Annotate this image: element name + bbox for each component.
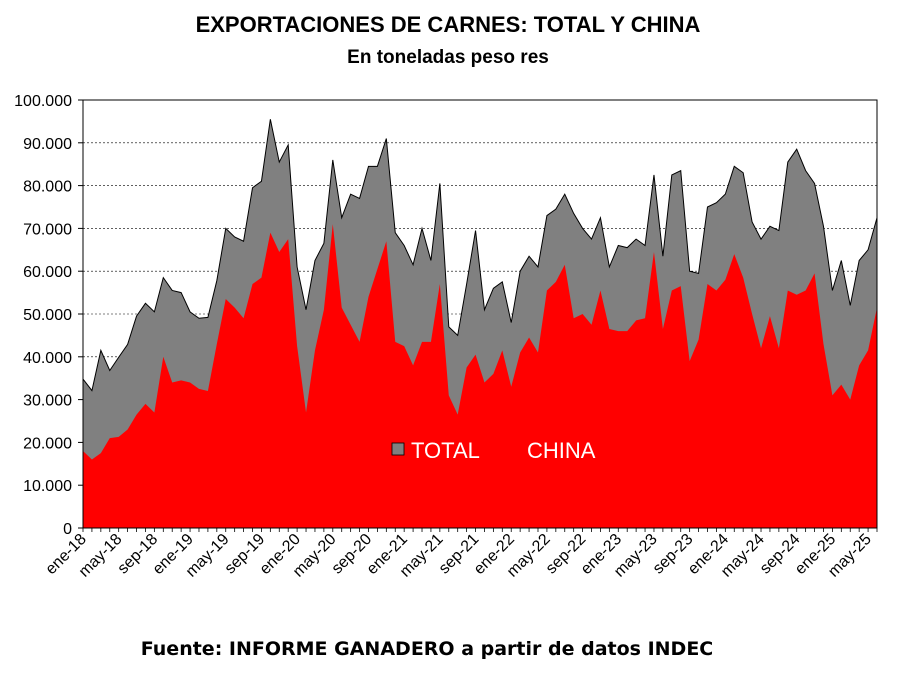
legend: TOTAL CHINA: [391, 438, 596, 463]
chart-title: EXPORTACIONES DE CARNES: TOTAL Y CHINA: [196, 12, 701, 37]
series-total-line: [82, 119, 878, 392]
source-note: Fuente: INFORME GANADERO a partir de dat…: [141, 638, 714, 660]
y-tick-label: 100.000: [14, 93, 72, 110]
plot-frame: [82, 99, 878, 529]
legend-label-total: TOTAL: [411, 438, 480, 463]
chart-subtitle: En toneladas peso res: [347, 47, 549, 68]
legend-label-china: CHINA: [527, 438, 596, 463]
y-tick-label: 40.000: [23, 350, 72, 367]
y-tick-label: 30.000: [23, 393, 72, 410]
y-tick-label: 70.000: [23, 221, 72, 238]
legend-swatch-china: [510, 443, 522, 455]
x-axis-ticks: ene-18may-18sep-18ene-19may-19sep-19ene-…: [43, 528, 878, 581]
series-china-area: [83, 224, 877, 528]
y-tick-label: 90.000: [23, 136, 72, 153]
y-tick-label: 10.000: [23, 478, 72, 495]
y-tick-label: 60.000: [23, 264, 72, 281]
y-tick-label: 50.000: [23, 307, 72, 324]
y-axis-ticks: 0 10.000 20.000 30.000 40.000 50.000 60.000 70.…: [14, 93, 83, 538]
y-tick-label: 0: [63, 521, 72, 538]
legend-swatch-total: [391, 442, 405, 456]
y-tick-label: 20.000: [23, 435, 72, 452]
area-layer: [82, 119, 878, 528]
y-tick-label: 80.000: [23, 179, 72, 196]
